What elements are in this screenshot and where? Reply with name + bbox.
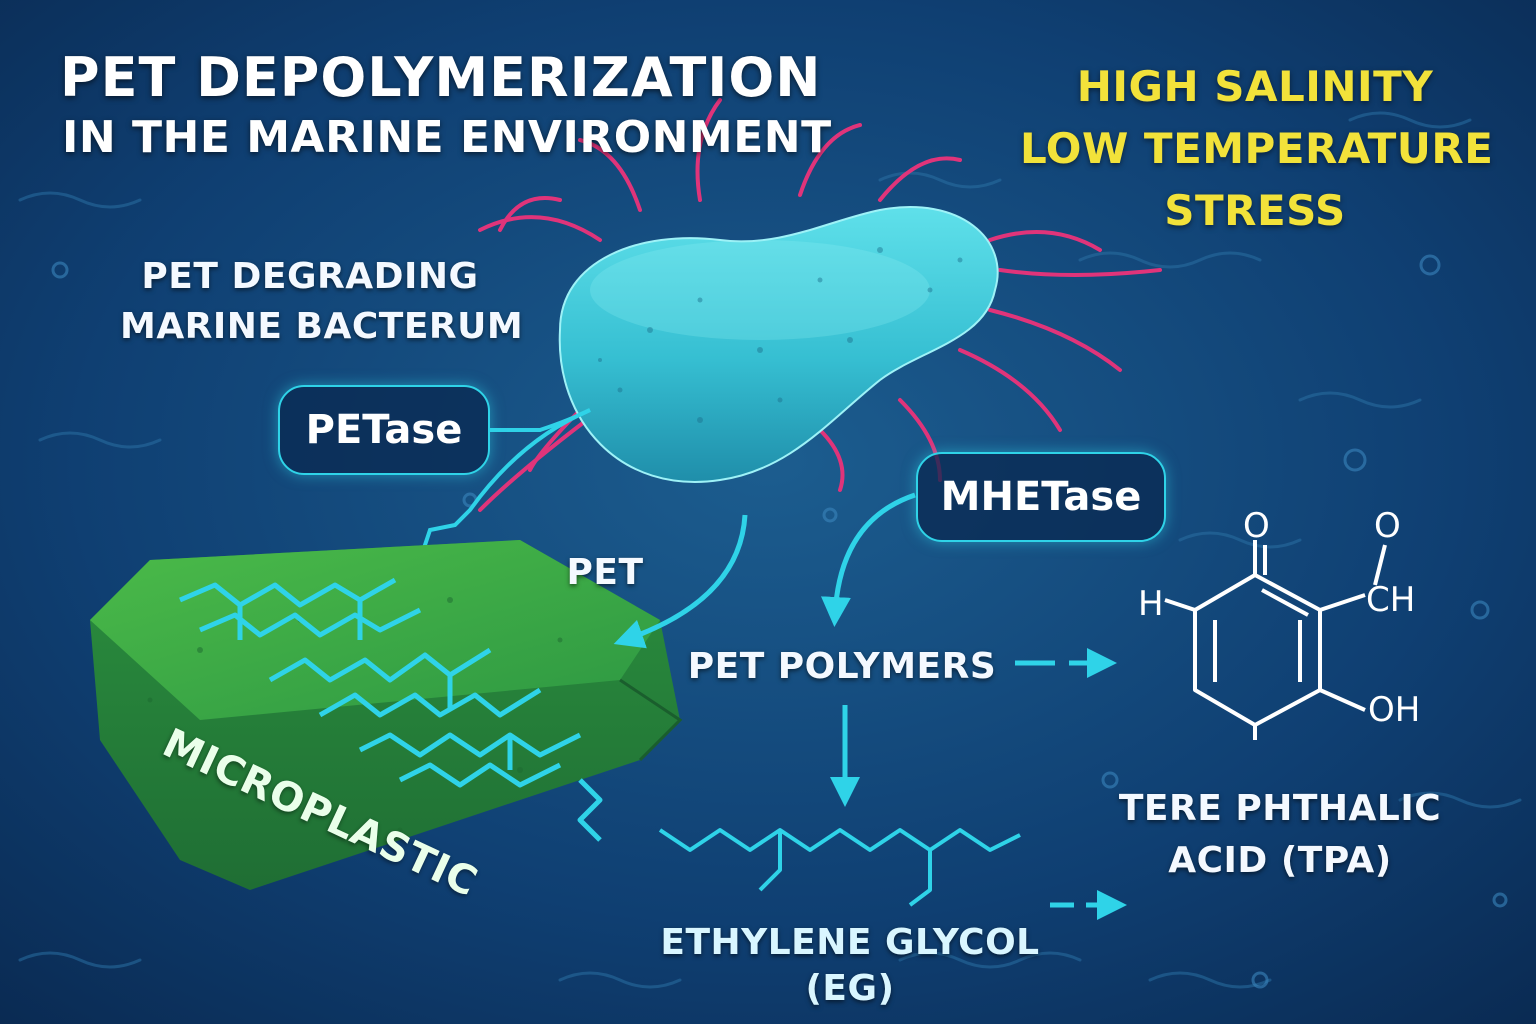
tpa-label-line-2: ACID (TPA)	[1168, 840, 1392, 881]
tpa-molecule	[1164, 540, 1387, 740]
pet-label: PET	[566, 552, 644, 593]
tpa-atom-o-left: O	[1243, 506, 1270, 546]
petase-badge: PETase	[278, 385, 490, 475]
bubbles	[51, 254, 1508, 989]
tpa-atom-o-right: O	[1374, 506, 1401, 546]
mhetase-badge: MHETase	[916, 452, 1166, 542]
bacterium-label-line-1: PET DEGRADING	[141, 256, 479, 297]
bacterium-label-line-2: MARINE BACTERUM	[120, 306, 524, 347]
title-line-1: PET DEPOLYMERIZATION	[60, 46, 822, 109]
arrow-to-microplastic	[613, 514, 748, 649]
bacterium-to-microplastic-fiber	[383, 408, 591, 601]
bacterium	[558, 206, 999, 483]
tpa-atom-h: H	[1138, 584, 1164, 624]
ethylene-glycol-chain	[658, 828, 1021, 907]
stress-line-2: LOW TEMPERATURE	[1020, 124, 1494, 173]
title-line-2: IN THE MARINE ENVIRONMENT	[62, 112, 832, 163]
arrow-mhetase-to-polymers	[820, 492, 916, 627]
pet-polymers-label: PET POLYMERS	[687, 646, 997, 687]
microplastic-polymer-chains	[179, 577, 603, 842]
tpa-atom-ch: CH	[1366, 580, 1416, 620]
stress-line-3: STRESS	[1164, 186, 1346, 235]
mhetase-label: MHETase	[940, 474, 1142, 520]
water-waves	[18, 111, 1522, 989]
eg-label-line-1: ETHYLENE GLYCOL	[660, 922, 1040, 963]
eg-label-line-2: (EG)	[805, 968, 895, 1009]
petase-label: PETase	[305, 407, 463, 453]
stress-line-1: HIGH SALINITY	[1076, 62, 1434, 111]
tpa-label-line-1: TERE PHTHALIC	[1118, 788, 1442, 829]
tpa-atom-oh: OH	[1368, 690, 1421, 730]
